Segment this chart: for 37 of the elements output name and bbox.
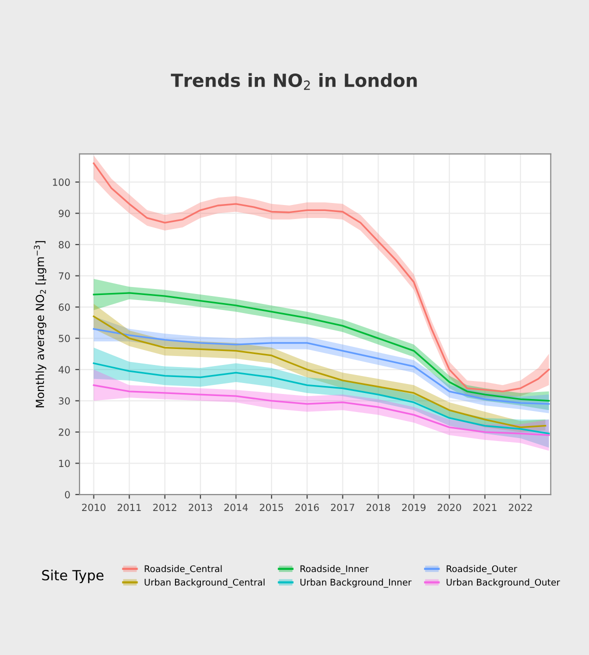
x-tick-label: 2013 xyxy=(188,504,212,512)
x-tick-label: 2018 xyxy=(366,504,390,512)
y-tick-label: 90 xyxy=(58,210,70,218)
x-tick-label: 2021 xyxy=(473,504,496,512)
legend-label: Roadside_Inner xyxy=(300,565,369,574)
line-series xyxy=(92,384,550,436)
y-tick-label: 30 xyxy=(58,397,70,405)
x-tick-label: 2020 xyxy=(438,504,462,512)
legend-label: Urban Background_Inner xyxy=(300,578,412,588)
y-tick-label: 60 xyxy=(58,304,70,311)
x-tick-label: 2014 xyxy=(224,504,248,512)
y-tick-label: 80 xyxy=(58,241,70,248)
legend-label: Roadside_Outer xyxy=(446,565,518,574)
legend-label: Urban Background_Outer xyxy=(446,578,560,588)
y-tick-label: 70 xyxy=(58,272,70,280)
x-tick-label: 2019 xyxy=(402,504,426,512)
x-tick-label: 2016 xyxy=(295,504,319,512)
line-series xyxy=(92,292,550,402)
y-tick-label: 50 xyxy=(58,334,70,342)
legend-label: Roadside_Central xyxy=(144,565,222,574)
legend-title: Site Type xyxy=(42,570,104,584)
y-axis-title: Monthly average NO$_{2}$ [µgm$^{−3}$] xyxy=(34,241,46,408)
line-series xyxy=(92,362,550,434)
x-tick-label: 2011 xyxy=(118,504,141,512)
x-tick-label: 2010 xyxy=(82,504,106,512)
x-tick-label: 2015 xyxy=(260,504,284,512)
y-tick-label: 20 xyxy=(58,428,70,436)
y-tick-label: 100 xyxy=(53,178,70,186)
x-tick-label: 2012 xyxy=(153,504,176,512)
y-tick-label: 40 xyxy=(58,366,70,374)
x-tick-label: 2022 xyxy=(508,504,532,512)
line-series xyxy=(92,328,550,405)
y-tick-label: 10 xyxy=(59,460,70,468)
y-tick-label: 0 xyxy=(64,491,70,498)
legend-label: Urban Background_Central xyxy=(144,578,265,588)
chart-title: Trends in NO$_{2}$ in London xyxy=(170,73,417,90)
x-tick-label: 2017 xyxy=(331,504,354,512)
